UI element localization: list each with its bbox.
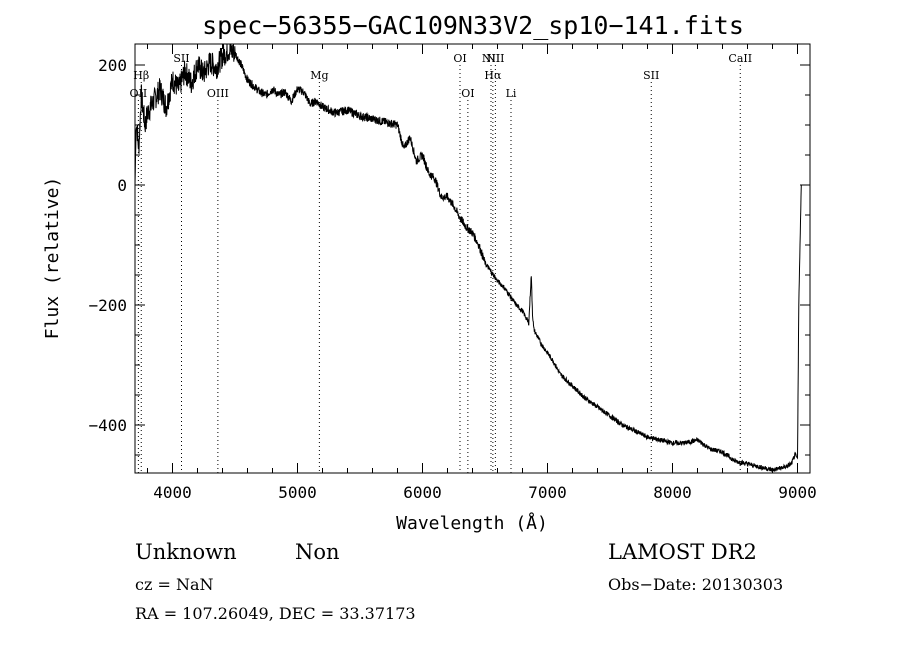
y-tick-label: −400 — [88, 416, 127, 435]
y-axis-ticks: 200 0 −200 −400 — [88, 56, 810, 456]
y-tick-label: −200 — [88, 296, 127, 315]
spectral-line-label: NII — [486, 52, 504, 65]
spectral-line-label: OI — [461, 87, 474, 100]
chart-title: spec−56355−GAC109N33V2_sp10−141.fits — [202, 11, 744, 40]
spectral-class: Unknown — [135, 540, 237, 564]
spectral-line-label: OIII — [207, 87, 229, 100]
spectral-line-label: Li — [506, 87, 517, 100]
spectral-line-markers — [137, 65, 741, 473]
y-tick-label: 0 — [117, 176, 127, 195]
y-tick-label: 200 — [98, 56, 127, 75]
spectral-line-label: CaII — [728, 52, 752, 65]
spectral-line-label: OII — [130, 87, 148, 100]
spectral-line-label: OI — [453, 52, 466, 65]
x-tick-label: 6000 — [403, 483, 442, 502]
plot-frame — [134, 43, 811, 474]
spectral-line-label: Mg — [310, 69, 328, 82]
spectral-line-label: Hα — [484, 69, 502, 82]
spectral-line-label: SII — [643, 69, 659, 82]
spectral-line-label: NII — [482, 52, 500, 65]
survey-name: LAMOST DR2 — [608, 540, 757, 564]
coordinates-readout: RA = 107.26049, DEC = 33.37173 — [135, 604, 416, 623]
spectral-line-label: SII — [173, 52, 189, 65]
x-axis-label: Wavelength (Å) — [396, 512, 548, 534]
x-tick-label: 8000 — [653, 483, 692, 502]
x-tick-label: 4000 — [153, 483, 192, 502]
spectrum-line — [134, 43, 802, 472]
x-tick-label: 9000 — [778, 483, 817, 502]
spectral-line-label: Hβ — [133, 69, 149, 82]
redshift-readout: cz = NaN — [135, 575, 214, 594]
x-tick-label: 7000 — [528, 483, 567, 502]
observation-date: Obs−Date: 20130303 — [608, 575, 784, 594]
x-axis-ticks: 4000 5000 6000 7000 8000 9000 — [147, 44, 817, 502]
spectral-subclass: Non — [295, 540, 340, 564]
y-axis-label: Flux (relative) — [42, 177, 63, 340]
x-tick-label: 5000 — [278, 483, 317, 502]
